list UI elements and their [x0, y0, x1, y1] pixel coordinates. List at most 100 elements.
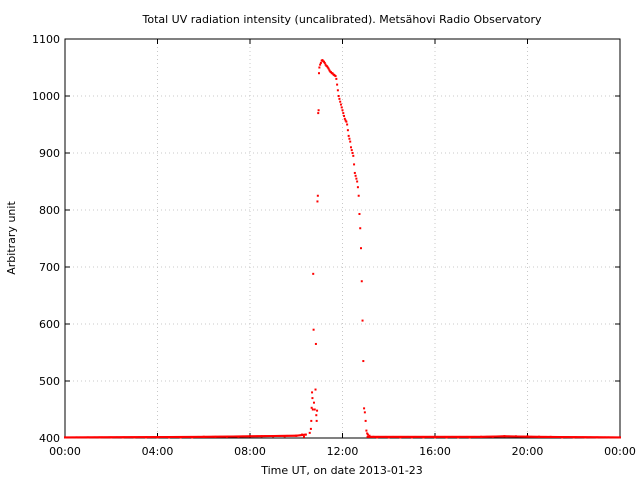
baseline-point [261, 435, 264, 438]
data-point [342, 112, 345, 115]
baseline-point [244, 435, 247, 438]
baseline-point [85, 436, 88, 439]
baseline-point [142, 436, 145, 439]
baseline-point [489, 435, 492, 438]
baseline-point [150, 436, 153, 439]
baseline-point [208, 435, 211, 438]
baseline-point [517, 435, 520, 438]
baseline-point [519, 435, 522, 438]
baseline-point [113, 436, 116, 439]
data-point [357, 194, 360, 197]
baseline-point [284, 434, 287, 437]
baseline-point [410, 435, 413, 438]
baseline-point [431, 435, 434, 438]
baseline-point [225, 435, 228, 438]
baseline-point [401, 435, 404, 438]
baseline-point [72, 436, 75, 439]
baseline-point [210, 435, 213, 438]
baseline-point [238, 435, 241, 438]
baseline-point [198, 435, 201, 438]
baseline-point [555, 435, 558, 438]
data-point [311, 391, 314, 394]
data-point [363, 407, 366, 410]
baseline-point [566, 436, 569, 439]
baseline-point [556, 435, 559, 438]
baseline-point [165, 436, 168, 439]
baseline-point [482, 435, 485, 438]
baseline-point [170, 435, 173, 438]
baseline-point [612, 436, 615, 439]
baseline-point [595, 436, 598, 439]
baseline-point [70, 436, 73, 439]
baseline-point [580, 436, 583, 439]
baseline-point [89, 436, 92, 439]
data-point [308, 431, 311, 434]
chart-title: Total UV radiation intensity (uncalibrat… [142, 13, 542, 26]
baseline-point [394, 435, 397, 438]
baseline-point [444, 435, 447, 438]
baseline-point [155, 436, 158, 439]
baseline-point [433, 435, 436, 438]
data-point [343, 114, 346, 117]
baseline-point [383, 435, 386, 438]
baseline-point [95, 436, 98, 439]
baseline-point [125, 436, 128, 439]
baseline-point [565, 436, 568, 439]
data-point [326, 65, 329, 68]
baseline-point [583, 436, 586, 439]
baseline-point [518, 435, 521, 438]
baseline-point [478, 435, 481, 438]
baseline-point [577, 436, 580, 439]
baseline-point [282, 434, 285, 437]
baseline-point [568, 436, 571, 439]
baseline-point [132, 436, 135, 439]
baseline-point [92, 436, 95, 439]
baseline-point [84, 436, 87, 439]
data-point [329, 71, 332, 74]
baseline-point [608, 436, 611, 439]
data-point [314, 388, 317, 391]
baseline-point [133, 436, 136, 439]
baseline-point [615, 436, 618, 439]
baseline-point [296, 434, 299, 437]
data-point [349, 140, 352, 143]
baseline-point [562, 436, 565, 439]
baseline-point [66, 436, 69, 439]
x-tick-label: 04:00 [142, 445, 174, 458]
baseline-point [301, 434, 304, 437]
baseline-point [98, 436, 101, 439]
baseline-point [538, 435, 541, 438]
baseline-point [494, 435, 497, 438]
y-tick-label: 900 [39, 147, 60, 160]
baseline-point [463, 435, 466, 438]
data-point [349, 146, 352, 149]
baseline-point [452, 435, 455, 438]
baseline-point [432, 435, 435, 438]
baseline-point [415, 435, 418, 438]
baseline-point [121, 436, 124, 439]
data-point [310, 419, 313, 422]
baseline-point [607, 436, 610, 439]
baseline-point [488, 435, 491, 438]
baseline-point [90, 436, 93, 439]
baseline-point [265, 435, 268, 438]
baseline-point [495, 435, 498, 438]
baseline-point [616, 436, 619, 439]
baseline-point [274, 434, 277, 437]
baseline-point [67, 436, 70, 439]
baseline-point [372, 435, 375, 438]
baseline-point [465, 435, 468, 438]
data-point [360, 280, 363, 283]
baseline-point [533, 435, 536, 438]
baseline-point [561, 436, 564, 439]
data-point [356, 180, 359, 183]
baseline-point [273, 434, 276, 437]
baseline-point [212, 435, 214, 438]
baseline-point [77, 436, 80, 439]
baseline-point [233, 435, 236, 438]
baseline-point [379, 435, 382, 438]
baseline-point [250, 435, 253, 438]
data-point [341, 109, 344, 112]
x-tick-label: 00:00 [604, 445, 636, 458]
baseline-point [267, 435, 270, 438]
